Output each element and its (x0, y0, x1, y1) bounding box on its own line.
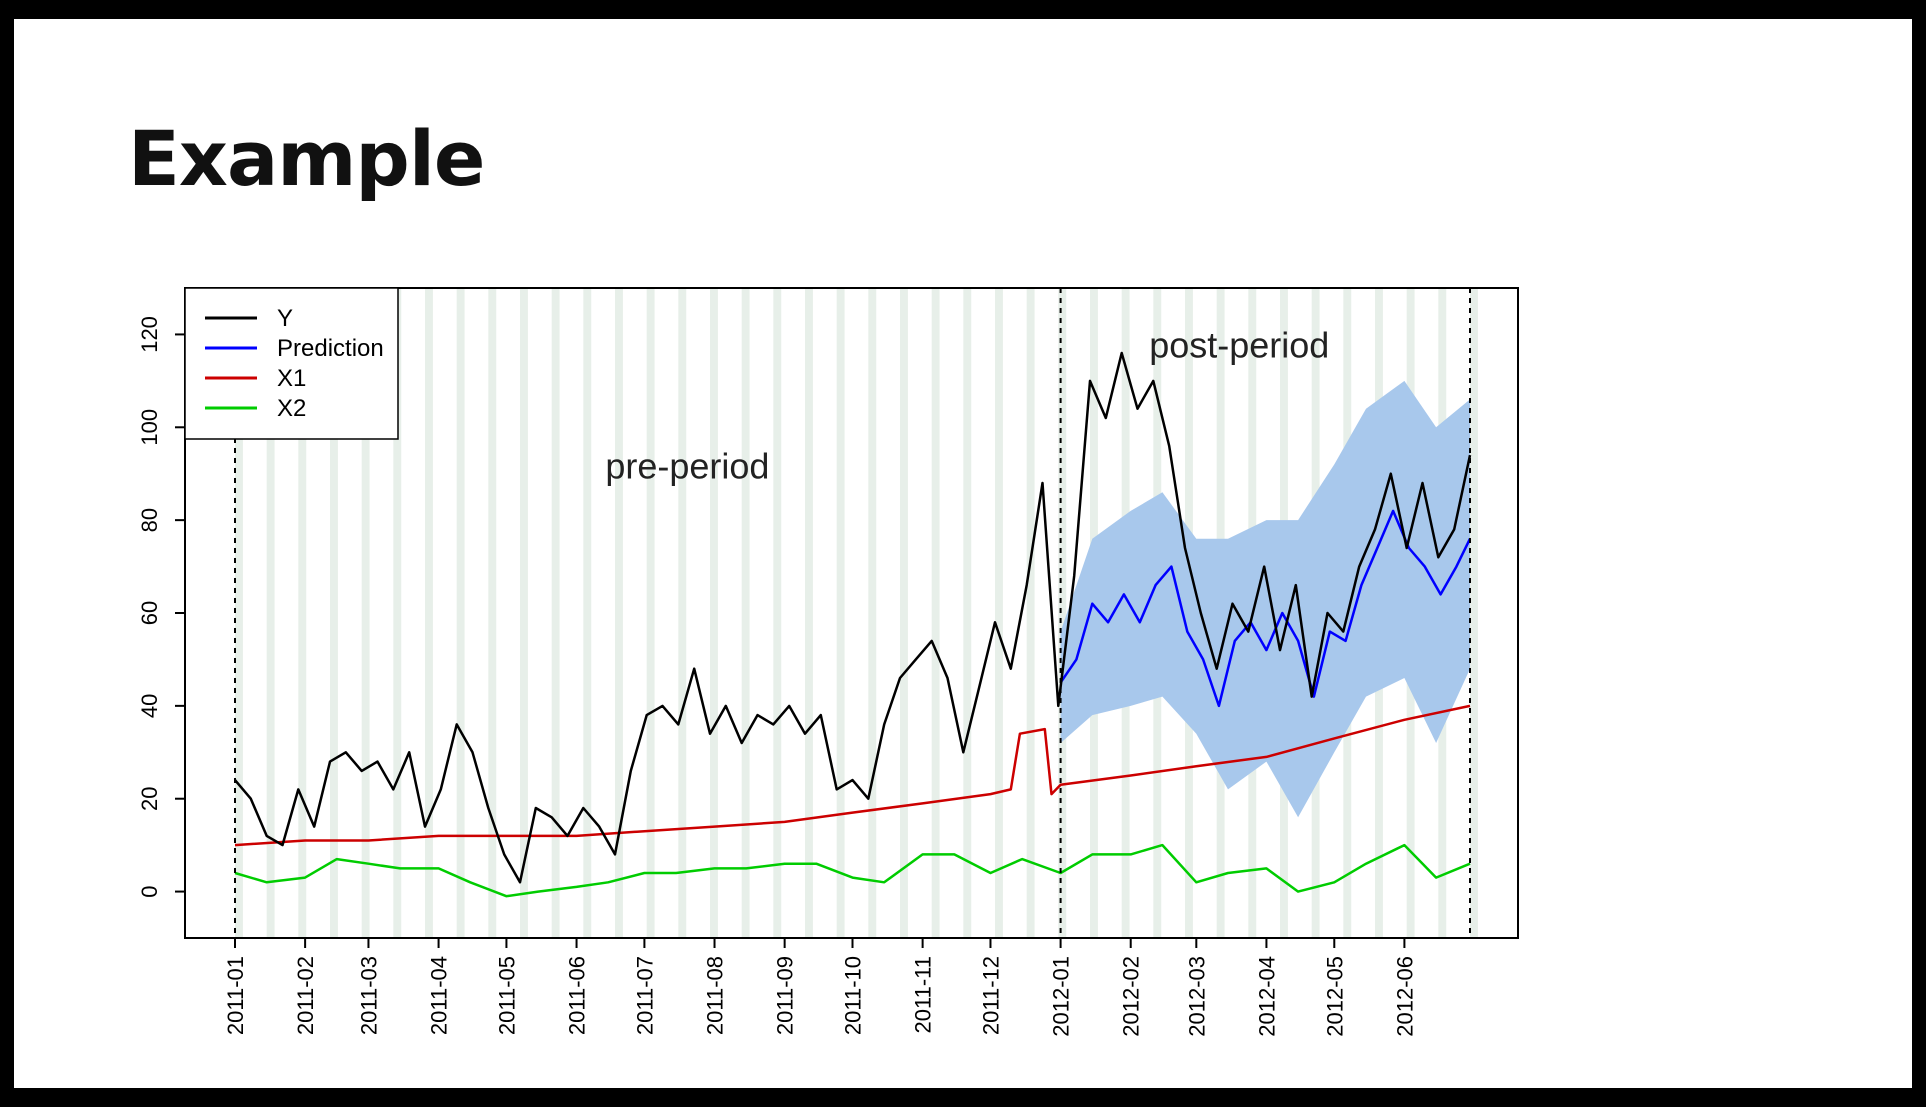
x-tick-label: 2012-03 (1184, 956, 1209, 1037)
grid-stripe (836, 288, 845, 938)
series-x1 (234, 704, 1471, 847)
grid-stripe (266, 288, 275, 938)
x-tick-label: 2011-12 (978, 956, 1003, 1035)
x-tick-label: 2011-10 (841, 956, 866, 1035)
x-tick-label: 2011-01 (223, 956, 248, 1035)
grid-stripe (361, 288, 370, 938)
grid-stripe (900, 288, 908, 938)
series-y (234, 351, 1472, 884)
legend-label: X2 (277, 395, 306, 422)
x-tick-label: 2011-11 (911, 956, 936, 1033)
prediction-interval-band (1060, 380, 1470, 818)
grid-stripe (868, 288, 877, 938)
grid-stripe (330, 288, 338, 938)
x-tick-label: 2011-07 (632, 956, 657, 1035)
x-tick-label: 2011-05 (494, 956, 519, 1035)
grid-stripe (805, 288, 813, 938)
x-tick-label: 2011-06 (565, 956, 590, 1035)
grid-stripe (995, 288, 1003, 938)
y-tick-label: 120 (137, 316, 162, 353)
legend-box (184, 287, 399, 440)
slide-title: Example (128, 114, 485, 203)
x-tick-label: 2012-04 (1254, 956, 1279, 1037)
grid-stripe (488, 288, 497, 938)
grid-stripe (963, 288, 972, 938)
x-tick-label: 2012-05 (1322, 956, 1347, 1037)
x-tick-label: 2011-03 (356, 956, 381, 1035)
x-tick-label: 2012-02 (1119, 956, 1144, 1037)
x-tick-label: 2011-04 (427, 956, 452, 1035)
legend-label: X1 (277, 365, 306, 392)
x-tick-label: 2011-02 (293, 956, 318, 1035)
x-tick-label: 2012-01 (1049, 956, 1074, 1037)
grid-stripe (235, 288, 243, 938)
x-tick-label: 2011-08 (703, 956, 728, 1035)
annotation-post-period: post-period (1149, 325, 1329, 366)
grid-stripe (551, 288, 560, 938)
grid-stripe (1058, 288, 1067, 938)
grid-stripe (615, 288, 623, 938)
y-tick-label: 100 (137, 409, 162, 446)
legend: Y Prediction X1 X2 (184, 287, 399, 440)
grid-stripe (393, 288, 402, 938)
legend-label: Y (277, 305, 293, 332)
grid-stripe (646, 288, 655, 938)
series-x2 (234, 843, 1471, 898)
annotations: pre-period post-period (605, 325, 1329, 487)
grid-stripe (773, 288, 782, 938)
y-tick-label: 40 (137, 694, 162, 718)
y-tick-label: 60 (137, 601, 162, 625)
grid-stripe (931, 288, 940, 938)
y-axis: 0 20 40 60 80 100 120 (137, 316, 185, 898)
grid-stripe (583, 288, 592, 938)
grid-stripe (678, 288, 687, 938)
x-tick-label: 2011-09 (773, 956, 798, 1035)
y-tick-label: 0 (137, 885, 162, 897)
grid-stripe (710, 288, 718, 938)
series-lines (234, 351, 1472, 898)
period-markers (234, 288, 1471, 938)
annotation-pre-period: pre-period (605, 445, 769, 486)
prediction-interval (1060, 380, 1470, 818)
grid-stripe (298, 288, 307, 938)
y-tick-label: 20 (137, 786, 162, 810)
x-axis: 2011-01 2011-02 2011-03 2011-04 2011-05 2011-… (223, 938, 1417, 1037)
grid-stripe (1470, 288, 1478, 938)
grid-stripe (456, 288, 465, 938)
grid-stripe (741, 288, 750, 938)
legend-label: Prediction (277, 335, 384, 362)
grid-stripe (425, 288, 433, 938)
grid-stripe (520, 288, 528, 938)
grid-stripe (1026, 288, 1035, 938)
y-tick-label: 80 (137, 508, 162, 532)
x-tick-label: 2012-06 (1392, 956, 1417, 1037)
